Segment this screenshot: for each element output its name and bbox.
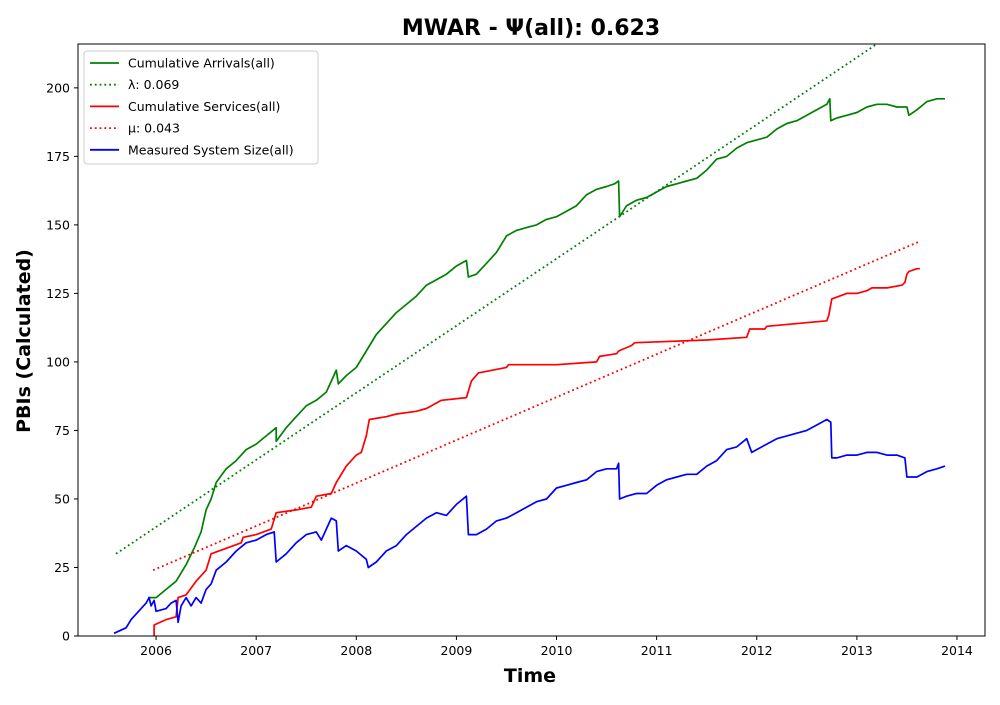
x-tick-label: 2009 (441, 643, 473, 658)
x-tick-label: 2011 (641, 643, 673, 658)
y-tick-label: 150 (46, 217, 70, 232)
y-tick-label: 100 (46, 354, 70, 369)
x-tick-label: 2006 (140, 643, 172, 658)
x-axis-label: Time (504, 665, 556, 687)
series-line-1 (115, 44, 878, 555)
y-tick-label: 200 (46, 80, 70, 95)
series-layer (113, 44, 946, 636)
axis-ticks: 2006 2007 2008 2009 2010 2011 2012 2013 2014 0 25 5… (46, 80, 973, 658)
x-tick-label: 2014 (941, 643, 973, 658)
y-tick-label: 75 (54, 423, 70, 438)
y-axis-label: PBIs (Calculated) (13, 249, 35, 433)
legend-label-2: Cumulative Services(all) (128, 99, 280, 114)
series-line-2 (153, 267, 920, 636)
series-line-0 (148, 97, 945, 599)
x-tick-label: 2008 (340, 643, 372, 658)
x-tick-label: 2010 (541, 643, 573, 658)
legend: Cumulative Arrivals(all) λ: 0.069 Cumulati… (83, 50, 319, 165)
plot-frame (77, 43, 986, 637)
series-line-4 (113, 418, 946, 635)
chart-title: MWAR - Ψ(all): 0.623 (402, 16, 660, 41)
legend-label-1: λ: 0.069 (128, 77, 179, 92)
y-tick-label: 175 (46, 149, 70, 164)
y-tick-label: 125 (46, 286, 70, 301)
legend-label-3: μ: 0.043 (128, 121, 180, 136)
y-tick-label: 25 (54, 560, 70, 575)
legend-label-0: Cumulative Arrivals(all) (128, 56, 275, 71)
y-tick-label: 0 (62, 629, 70, 644)
y-tick-label: 50 (54, 491, 70, 506)
legend-box (83, 50, 319, 165)
legend-label-4: Measured System Size(all) (128, 142, 294, 157)
x-tick-label: 2012 (741, 643, 773, 658)
x-tick-label: 2007 (240, 643, 272, 658)
x-tick-label: 2013 (841, 643, 873, 658)
